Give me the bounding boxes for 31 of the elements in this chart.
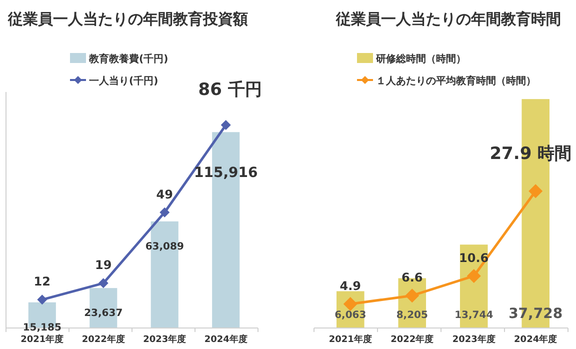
legend-label: 一人当り(千円) — [89, 75, 158, 87]
data-label: 15,185 — [22, 322, 62, 334]
point — [160, 207, 170, 218]
data-label: 49 — [156, 187, 173, 202]
x-tick-label: 2023年度 — [143, 334, 186, 345]
chart-title: 従業員一人当たりの年間教育時間 — [335, 10, 561, 28]
point — [528, 184, 543, 198]
x-tick-label: 2023年度 — [452, 334, 496, 345]
data-label: 86 千円 — [198, 80, 262, 100]
data-label: 115,916 — [194, 165, 258, 182]
data-label: 19 — [95, 258, 112, 272]
data-label: 23,637 — [84, 308, 123, 320]
data-label: 63,089 — [145, 241, 184, 252]
point — [466, 268, 481, 283]
point — [220, 120, 231, 130]
x-tick-label: 2024年度 — [514, 334, 558, 345]
data-label: 10.6 — [459, 250, 489, 265]
x-tick-label: 2021年度 — [328, 334, 372, 345]
data-label: 6.6 — [402, 270, 423, 285]
point — [98, 278, 108, 288]
data-label: 12 — [34, 274, 50, 289]
x-tick-label: 2022年度 — [390, 334, 434, 345]
x-tick-label: 2024年度 — [204, 334, 248, 345]
data-label: 4.9 — [340, 278, 362, 293]
point — [37, 294, 48, 305]
x-tick-label: 2022年度 — [82, 334, 125, 345]
legend-label: 研修総時間（時間） — [375, 53, 466, 65]
chart-title: 従業員一人当たりの年間教育投資額 — [7, 10, 248, 28]
legend-label: １人あたりの平均教育時間（時間） — [376, 75, 536, 87]
legend-label: 教育教養費(千円) — [88, 53, 168, 65]
x-tick-label: 2021年度 — [20, 334, 64, 345]
